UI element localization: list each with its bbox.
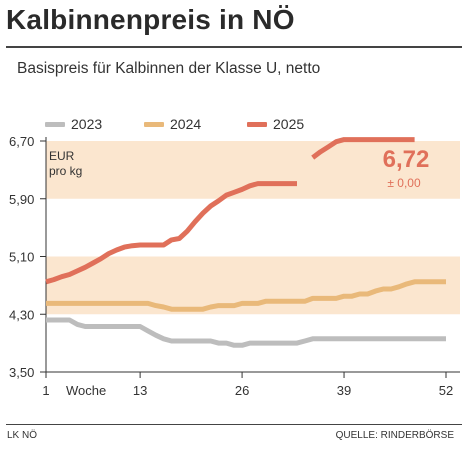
x-axis-title: Woche (66, 383, 106, 398)
price-change-value: ± 0,00 (387, 176, 421, 190)
current-price-value: 6,72 (383, 146, 430, 173)
legend-swatch-2023 (45, 121, 65, 127)
y-tick-label-3: 5,90 (9, 192, 34, 207)
legend-label-2025: 2025 (273, 116, 305, 132)
legend-item-2023: 2023 (45, 116, 102, 132)
page-title: Kalbinnenpreis in NÖ (6, 4, 295, 35)
title-divider (6, 46, 462, 48)
legend-swatch-2025 (247, 121, 267, 127)
x-tick-label-3: 39 (337, 383, 351, 398)
legend-item-2024: 2024 (144, 116, 201, 132)
x-tick-label-1: 13 (133, 383, 147, 398)
x-tick-label-0: 1 (42, 383, 49, 398)
chart-legend: 2023 2024 2025 (0, 116, 468, 136)
shaded-band-1 (46, 141, 460, 199)
legend-item-2025: 2025 (247, 116, 304, 132)
legend-label-2024: 2024 (170, 116, 202, 132)
legend-label-2023: 2023 (71, 116, 103, 132)
footer-divider (6, 424, 462, 425)
x-tick-label-4: 52 (439, 383, 453, 398)
legend-swatch-2024 (144, 121, 164, 127)
y-tick-label-0: 3,50 (9, 365, 34, 380)
series-line-2024-1 (46, 279, 446, 312)
series-line-2025-part2-3 (311, 137, 415, 160)
y-tick-label-4: 6,70 (9, 134, 34, 149)
series-line-2025-2 (45, 181, 297, 285)
y-tick-label-1: 4,30 (9, 307, 34, 322)
x-tick-label-2: 26 (235, 383, 249, 398)
chart-subtitle: Basispreis für Kalbinnen der Klasse U, n… (17, 60, 321, 77)
series-line-2023-0 (46, 317, 446, 348)
y-tick-label-2: 5,10 (9, 250, 34, 265)
unit-label-eur: EUR (49, 149, 75, 163)
footer-source-right: QUELLE: RINDERBÖRSE (335, 430, 454, 441)
footer-source-left: LK NÖ (7, 430, 38, 441)
unit-label-per-kg: pro kg (49, 164, 82, 178)
